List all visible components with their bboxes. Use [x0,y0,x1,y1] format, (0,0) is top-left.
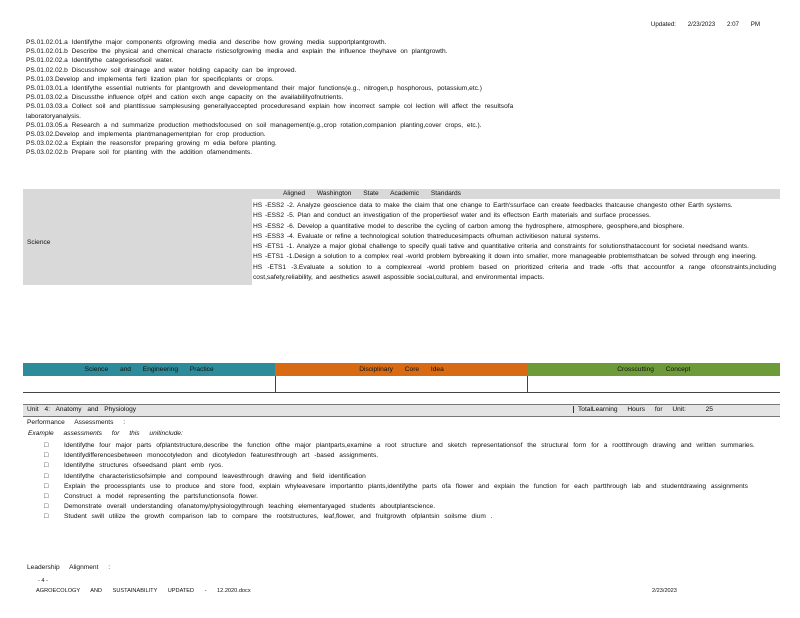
three-dimensional-bar: Science and Engineering Practice Discipl… [23,363,780,376]
unit-hours: TotalLearning Hours for Unit: 25 [573,406,713,413]
subject-science: Science [23,199,252,286]
assessment-text: Demonstrate overall understanding ofanat… [64,503,436,511]
crosscutting-cell [527,376,780,392]
aligned-standards-list: HS -ESS2 -2. Analyze geoscience data to … [252,199,780,285]
aligned-standard-item: HS -ETS1 -3.Evaluate a solution to a com… [253,263,776,282]
core-idea-header: Disciplinary Core Idea [275,363,528,376]
assessment-item: □ Student swill utilize the growth compar… [44,512,762,522]
standard-line: PS.03.02.02.a Explain the reasonsfor pre… [26,140,277,148]
standard-line: PS.01.02.02.a Identifythe categoriesofso… [26,57,174,65]
assessment-item: □ Identifythe structures ofseedsand plant… [44,461,762,471]
bullet-box-icon: □ [44,452,49,460]
assessment-item: □ Demonstrate overall understanding ofana… [44,502,762,512]
standard-line: PS.01.02.01.b Describe the physical and … [26,48,448,56]
standard-line: PS.01.03.03.a Collect soil and planttiss… [26,103,514,111]
aligned-standards-header: Aligned Washington State Academic Standa… [23,189,780,199]
footer-doc-name: AGROECOLOGY AND SUSTAINABILITY UPDATED -… [36,588,251,594]
standard-line: PS.03.02.Develop and implementa plantman… [26,131,266,139]
assessment-text: Construct a model representing the parts… [64,493,258,501]
unit-bar: Unit 4: Anatomy and Physiology TotalLear… [23,404,780,417]
unit-title: Unit 4: Anatomy and Physiology [27,406,137,413]
standard-line: PS.01.02.02.b Discusshow soil drainage a… [26,66,297,74]
unit-hours-label: TotalLearning Hours for Unit: [578,406,686,413]
standards-list: PS.01.02.01.a Identifythe major componen… [26,38,766,158]
bullet-box-icon: □ [44,503,49,511]
aligned-standard-item: HS -ETS1 -1.Design a solution to a compl… [253,253,757,261]
assessment-item: □ Identifydifferencesbetween monocotyledo… [44,451,762,461]
aligned-standard-item: HS -ESS2 -2. Analyze geoscience data to … [253,202,733,209]
crosscutting-header: Crosscutting Concept [527,363,780,376]
standard-line: PS.01.03.02.a Discussthe influence ofpH … [26,94,344,102]
assessment-item: □ Identifythe four major parts ofplantstr… [44,441,762,451]
assessment-list: □ Identifythe four major parts ofplantstr… [44,441,762,523]
aligned-standard-item: HS -ESS3 -4. Evaluate or refine a techno… [253,232,601,240]
assessment-text: Student swill utilize the growth compari… [64,513,493,521]
updated-timestamp: Updated: 2/23/2023 2:07 PM [650,21,760,28]
assessment-text: Identifydifferencesbetween monocotyledon… [64,452,379,460]
standard-line: PS.01.03.05.a Research a nd summarize pr… [26,121,482,129]
performance-assessments-label: Performance Assessments : [27,419,126,426]
assessment-text: Identifythe structures ofseedsand plant … [64,462,224,470]
aligned-standards-table: Aligned Washington State Academic Standa… [23,189,780,286]
bullet-box-icon: □ [44,513,49,521]
bullet-box-icon: □ [44,442,49,449]
bullet-box-icon: □ [44,472,49,480]
aligned-standard-item: HS -ESS2 -6. Develop a quantitative mode… [253,222,685,230]
aligned-standard-item: HS -ESS2 -5. Plan and conduct an investi… [253,212,651,220]
practice-cell [23,376,275,392]
bullet-box-icon: □ [44,462,49,470]
standard-line: PS.03.02.02.b Prepare soil for planting … [26,149,253,157]
assessment-item: □ Explain the processplants use to produc… [44,482,762,492]
standard-line: PS.01.03.Develop and implementa ferti li… [26,75,274,83]
assessment-item: □ Identifythe characteristicsofsimple and… [44,472,762,482]
bullet-box-icon: □ [44,493,49,501]
assessment-text: Identifythe four major parts ofplantstru… [64,442,755,449]
page-number: - 4 - [38,578,48,584]
leadership-alignment-label: Leadership Alignment : [27,564,111,571]
example-intro: Example assessments for this unitinclude… [28,430,183,437]
standard-line: PS.01.03.01.a Identifythe essential nutr… [26,85,482,93]
aligned-standard-item: HS -ETS1 -1. Analyze a major global chal… [253,243,749,251]
unit-hours-value: 25 [705,406,713,413]
assessment-text: Identifythe characteristicsofsimple and … [64,472,366,480]
bullet-box-icon: □ [44,482,49,490]
three-dimensional-cells [23,376,780,393]
standard-line: laboratoryanalysis. [26,112,81,120]
practice-header: Science and Engineering Practice [23,363,276,376]
assessment-item: □ Construct a model representing the part… [44,492,762,502]
footer-date: 2/23/2023 [652,588,677,594]
core-idea-cell [274,376,528,392]
assessment-text: Explain the processplants use to produce… [64,482,748,490]
standard-line: PS.01.02.01.a Identifythe major componen… [26,39,387,46]
